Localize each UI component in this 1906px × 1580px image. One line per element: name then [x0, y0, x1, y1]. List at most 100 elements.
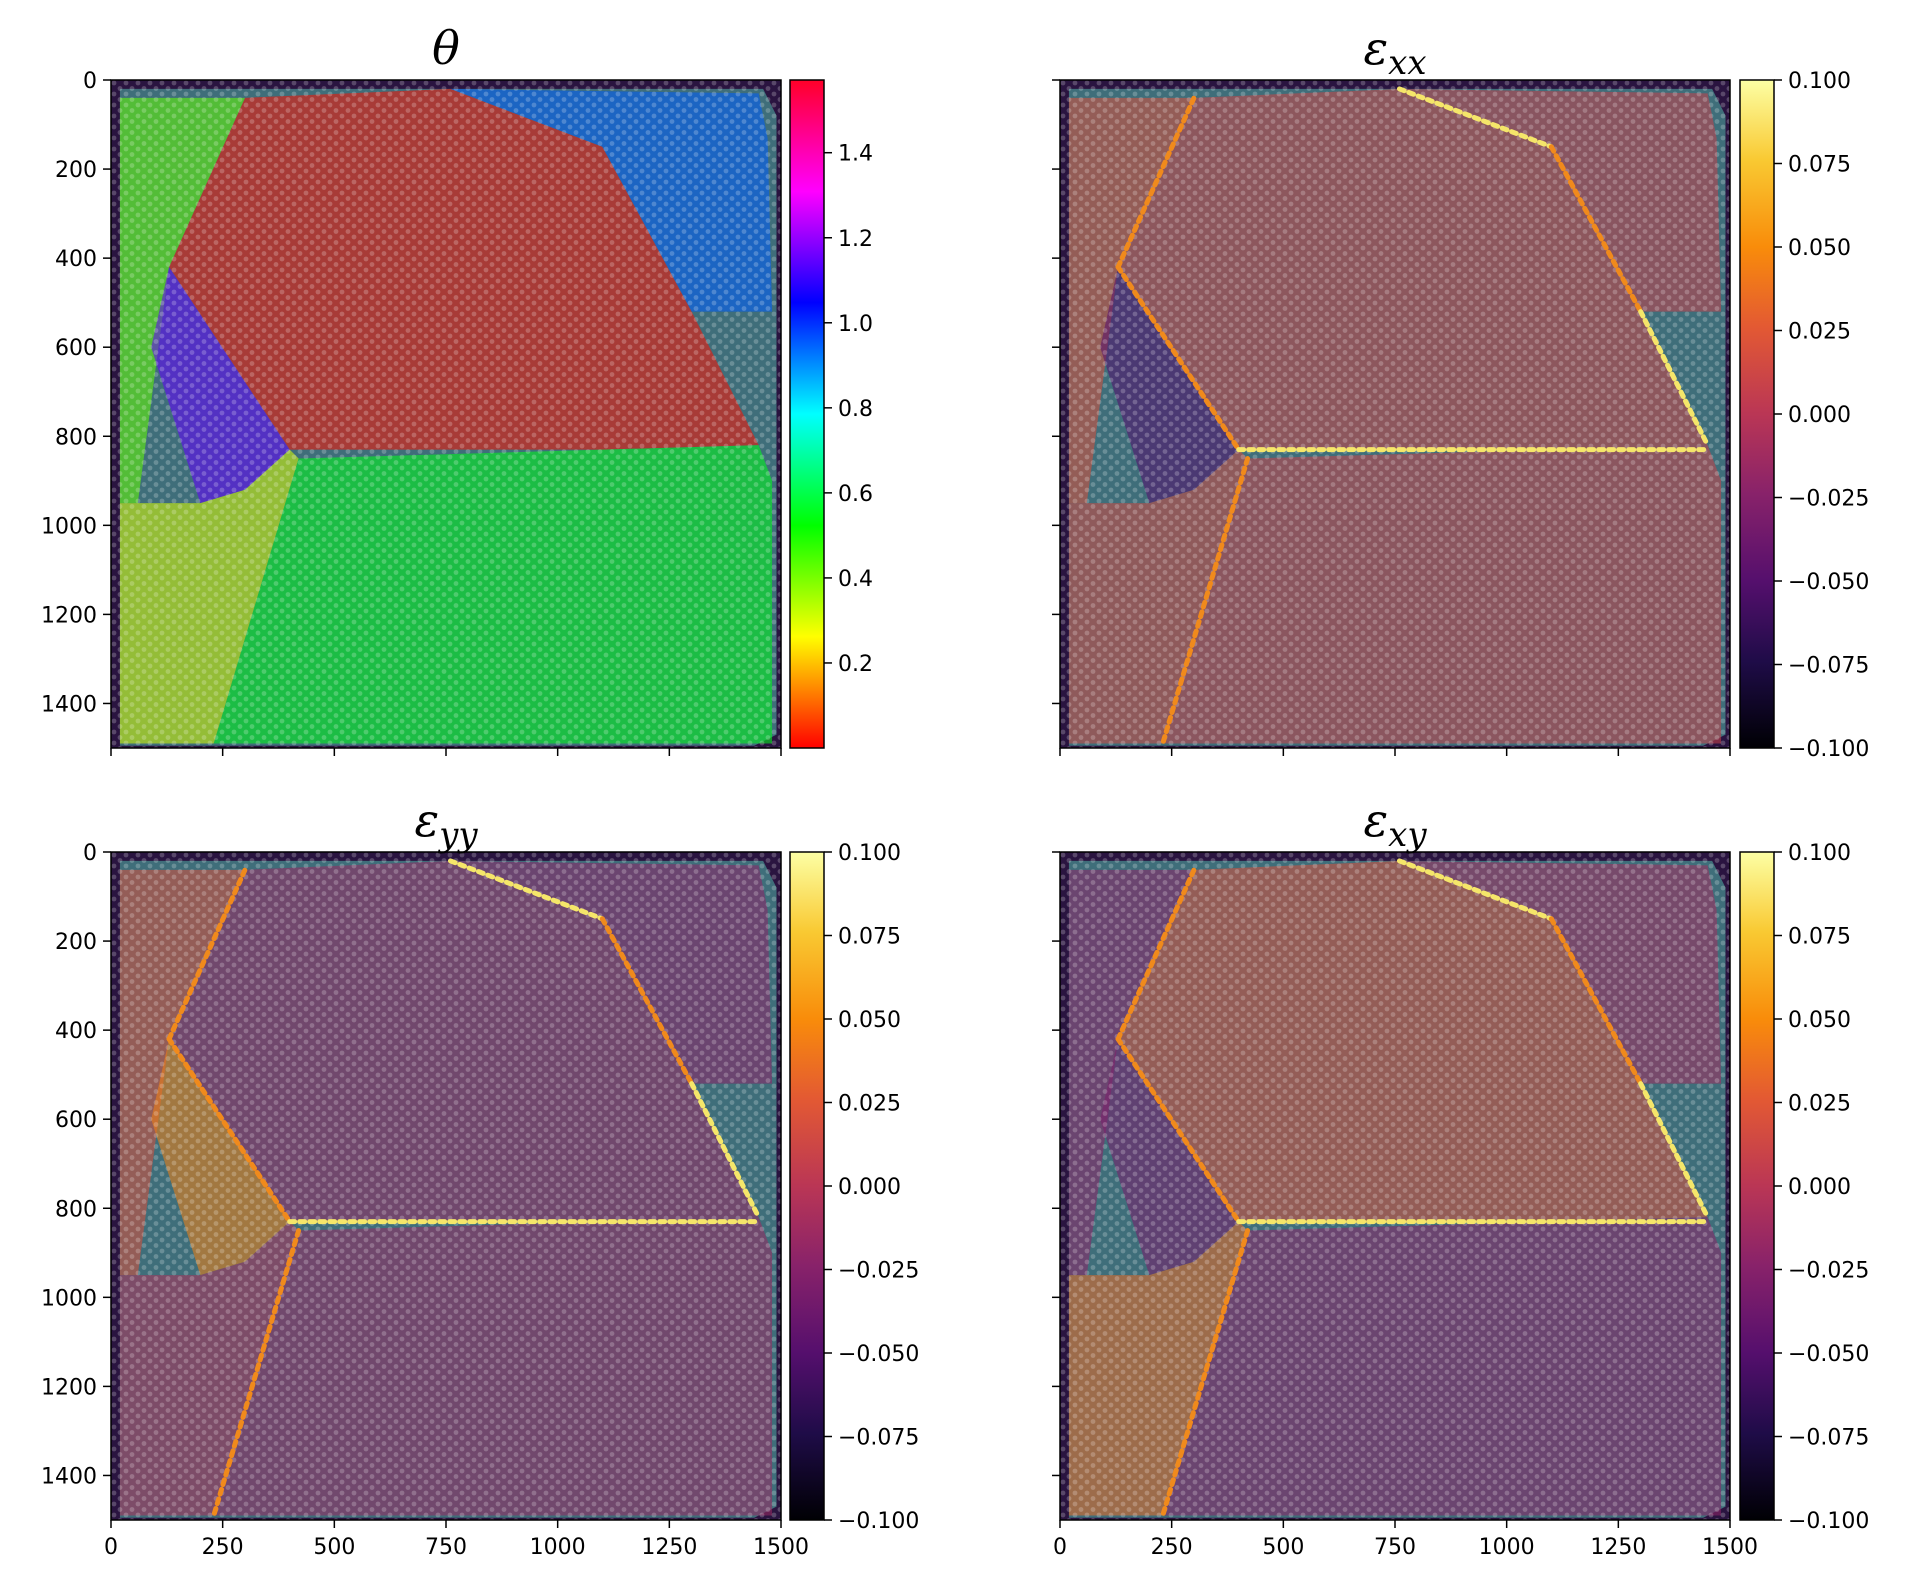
x-tick-label: 1000 — [1479, 1535, 1535, 1560]
y-tick-label: 1000 — [41, 514, 97, 539]
panel-2: εxx 0.100 0.075 0.050 0.025 0.000 −0.025 −0.050… — [1052, 21, 1869, 762]
grain-boundary — [1160, 456, 1251, 747]
y-tick-label: 600 — [55, 1108, 97, 1133]
y-tick-label: 200 — [55, 930, 97, 955]
grain-boundary — [599, 916, 695, 1087]
grain-boundary — [1638, 309, 1711, 448]
colorbar-tick-label: 0.050 — [838, 1008, 901, 1033]
y-tick-label: 1400 — [41, 1464, 97, 1489]
y-tick-label: 800 — [55, 1197, 97, 1222]
panel-title: εxy — [1363, 793, 1427, 855]
y-tick-label: 800 — [55, 425, 97, 450]
colorbar-tick-label: 0.025 — [838, 1092, 901, 1117]
x-tick-label: 0 — [1053, 1535, 1067, 1560]
colorbar-tick-label: 0.025 — [1788, 1092, 1851, 1117]
y-tick-label: 0 — [83, 841, 97, 866]
y-tick-label: 400 — [55, 247, 97, 272]
colorbar-tick-label: 0.000 — [1788, 403, 1851, 428]
colorbar — [1739, 79, 1775, 749]
y-tick-label: 400 — [55, 1019, 97, 1044]
grain-boundary — [1548, 144, 1644, 315]
colorbar-tick-label: 0.6 — [838, 482, 873, 507]
colorbar-tick-label: 0.4 — [838, 567, 873, 592]
grain-boundary — [1115, 95, 1197, 270]
colorbar-tick-label: −0.025 — [1788, 487, 1869, 512]
colorbar-tick-label: −0.075 — [1788, 1426, 1869, 1451]
panel-4: εxy 0 250 500 750 1000 1250 1500 0.100 0.075 0.050… — [1052, 793, 1869, 1560]
colorbar-tick-label: −0.050 — [1788, 1342, 1869, 1367]
colorbar-tick-label: 0.050 — [1788, 236, 1851, 261]
colorbar-tick-label: 0.2 — [838, 652, 873, 677]
grain-boundary — [447, 858, 605, 922]
colorbar-tick-label: 0.075 — [1788, 925, 1851, 950]
colorbar-tick-label: 0.100 — [1788, 69, 1851, 94]
y-tick-label: 200 — [55, 158, 97, 183]
x-tick-label: 250 — [1151, 1535, 1193, 1560]
atom-lattice — [1060, 852, 1730, 1520]
map-layer — [1060, 80, 1730, 748]
x-tick-label: 1500 — [1702, 1535, 1758, 1560]
panel-title: εxx — [1363, 21, 1426, 83]
grain-boundary — [211, 1228, 302, 1519]
grain-boundary — [166, 1036, 293, 1225]
map-layer — [111, 852, 781, 1520]
colorbar-tick-label: −0.100 — [838, 1509, 919, 1534]
grain-boundary — [1396, 858, 1554, 922]
colorbar-tick-label: 0.050 — [1788, 1008, 1851, 1033]
colorbar-tick-label: 0.100 — [1788, 841, 1851, 866]
colorbar-tick-label: −0.050 — [838, 1342, 919, 1367]
colorbar-tick-label: 0.000 — [1788, 1175, 1851, 1200]
x-tick-label: 1250 — [1590, 1535, 1646, 1560]
x-tick-label: 500 — [1262, 1535, 1304, 1560]
x-tick-label: 0 — [104, 1535, 118, 1560]
atom-lattice — [1060, 80, 1730, 748]
x-tick-label: 750 — [425, 1535, 467, 1560]
grain-boundary — [1638, 1081, 1711, 1220]
grain-boundary — [1396, 86, 1554, 150]
x-tick-label: 500 — [313, 1535, 355, 1560]
colorbar-tick-label: −0.025 — [838, 1259, 919, 1284]
panel-3: εyy 0 200 400 600 800 1000 1200 1400 0 250 500 750 10… — [41, 793, 919, 1560]
colorbar-tick-label: −0.100 — [1788, 1509, 1869, 1534]
colorbar-tick-label: 1.0 — [838, 312, 873, 337]
colorbar-tick-label: 1.2 — [838, 227, 873, 252]
y-tick-label: 1400 — [41, 692, 97, 717]
y-tick-label: 0 — [83, 69, 97, 94]
x-tick-label: 250 — [202, 1535, 244, 1560]
colorbar — [1739, 851, 1775, 1521]
x-tick-label: 750 — [1374, 1535, 1416, 1560]
y-tick-label: 600 — [55, 336, 97, 361]
colorbar-tick-label: −0.050 — [1788, 570, 1869, 595]
grain-boundary — [166, 867, 248, 1042]
grain-boundary — [1160, 1228, 1251, 1519]
grain-boundary — [689, 1081, 762, 1220]
colorbar-tick-label: −0.075 — [838, 1426, 919, 1451]
grain-boundary — [1115, 1036, 1242, 1225]
colorbar-tick-label: −0.025 — [1788, 1259, 1869, 1284]
grain-boundary — [1115, 264, 1242, 453]
colorbar-tick-label: 0.025 — [1788, 320, 1851, 345]
x-tick-label: 1000 — [530, 1535, 586, 1560]
atom-lattice — [111, 852, 781, 1520]
colorbar-tick-label: 0.075 — [838, 925, 901, 950]
map-layer — [111, 80, 781, 748]
map-layer — [1060, 852, 1730, 1520]
panel-title: θ — [432, 21, 460, 75]
colorbar-tick-label: 0.000 — [838, 1175, 901, 1200]
grain-boundary — [1115, 867, 1197, 1042]
atom-lattice — [111, 80, 781, 748]
y-tick-label: 1200 — [41, 1375, 97, 1400]
colorbar-tick-label: 0.075 — [1788, 153, 1851, 178]
colorbar-tick-label: −0.100 — [1788, 737, 1869, 762]
colorbar-tick-label: 0.8 — [838, 397, 873, 422]
colorbar-tick-label: −0.075 — [1788, 654, 1869, 679]
colorbar-tick-label: 1.4 — [838, 142, 873, 167]
grain-boundary — [1548, 916, 1644, 1087]
colorbar-tick-label: 0.100 — [838, 841, 901, 866]
x-tick-label: 1250 — [641, 1535, 697, 1560]
x-tick-label: 1500 — [753, 1535, 809, 1560]
colorbar — [789, 79, 825, 749]
y-tick-label: 1000 — [41, 1286, 97, 1311]
y-tick-label: 1200 — [41, 603, 97, 628]
